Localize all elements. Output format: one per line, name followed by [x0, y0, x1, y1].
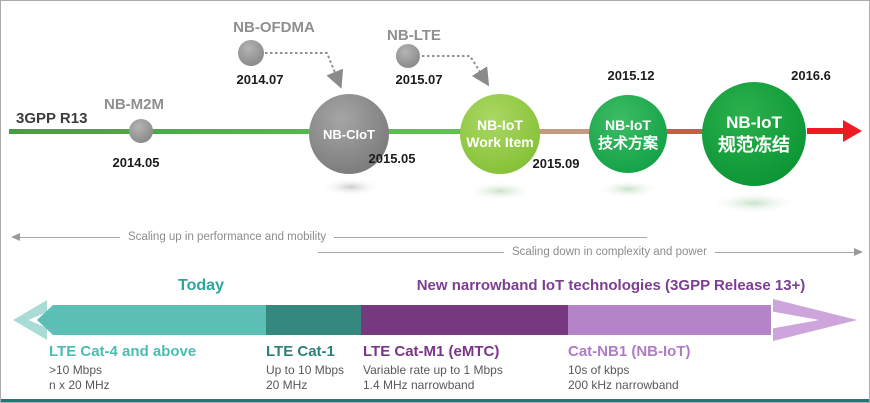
- scaling-down-annotation: Scaling down in complexity and power: [318, 246, 863, 258]
- nb-m2m-dot: [129, 119, 153, 143]
- nb-m2m-label: NB-M2M: [104, 96, 164, 113]
- red-forward-arrow-icon: [807, 120, 862, 142]
- category-col-lte-cat4: LTE Cat-4 and above >10 Mbps n x 20 MHz: [49, 343, 196, 393]
- tech-plan-label-line1: NB-IoT: [605, 117, 651, 133]
- nb-ciot-circle-label: NB-CIoT: [323, 127, 375, 142]
- scaling-up-annotation: Scaling up in performance and mobility: [11, 231, 647, 243]
- nb-ciot-circle: [309, 94, 389, 174]
- date-2016-6: 2016.6: [791, 68, 831, 83]
- right-arrowhead-icon: [854, 248, 863, 256]
- category-detail-1: Variable rate up to 1 Mbps: [363, 363, 503, 377]
- category-title: LTE Cat-4 and above: [49, 343, 197, 360]
- category-title: LTE Cat-1: [266, 343, 335, 360]
- date-2015-07: 2015.07: [396, 72, 443, 87]
- spec-freeze-label-line1: NB-IoT: [726, 113, 782, 132]
- timeline-axis-tan: [506, 129, 601, 134]
- category-detail-2: 20 MHz: [266, 378, 308, 392]
- timeline-axis-green: [9, 129, 506, 134]
- timeline-axis-red: [601, 129, 754, 134]
- category-col-lte-cat1: LTE Cat-1 Up to 10 Mbps 20 MHz: [266, 343, 344, 393]
- category-title: LTE Cat-M1 (eMTC): [363, 343, 500, 360]
- nb-lte-label: NB-LTE: [387, 27, 441, 44]
- nb-ofdma-dot: [238, 40, 264, 66]
- tech-plan-circle: [589, 95, 667, 173]
- category-detail-1: >10 Mbps: [49, 363, 103, 377]
- segment-cat-nb1: [568, 305, 771, 335]
- date-2015-12: 2015.12: [608, 68, 655, 83]
- nb-lte-dot: [396, 44, 420, 68]
- nb-ciot-reflection: [321, 178, 381, 196]
- category-detail-2: 200 kHz narrowband: [568, 378, 679, 392]
- segment-lte-cat4: [37, 305, 266, 335]
- scaling-up-label: Scaling up in performance and mobility: [128, 231, 327, 243]
- category-col-cat-nb1: Cat-NB1 (NB-IoT) 10s of kbps 200 kHz nar…: [568, 343, 690, 393]
- work-item-reflection: [466, 181, 534, 201]
- band-right-chevron-icon: [773, 299, 857, 341]
- scaling-up-line-right: [334, 236, 647, 238]
- category-detail-2: 1.4 MHz narrowband: [363, 378, 475, 392]
- nb-ofdma-label: NB-OFDMA: [233, 19, 315, 36]
- today-heading: Today: [178, 277, 224, 294]
- spec-freeze-reflection: [710, 192, 798, 214]
- era-label: 3GPP R13: [16, 110, 87, 127]
- nb-ofdma-connector-arrow-icon: [265, 52, 344, 89]
- scaling-down-line-right: [714, 251, 854, 253]
- category-title: Cat-NB1 (NB-IoT): [568, 343, 691, 360]
- work-item-circle: [460, 94, 540, 174]
- segment-lte-catm1: [361, 305, 568, 335]
- work-item-label-line1: NB-IoT: [477, 117, 523, 133]
- tech-plan-reflection: [596, 180, 660, 198]
- tech-plan-label-line2: 技术方案: [598, 134, 659, 152]
- date-2015-09: 2015.09: [533, 156, 580, 171]
- timeline-diagram: 3GPP R13 NB-M2M NB-OFDMA NB-LTE NB-CIoT …: [9, 19, 862, 214]
- date-2014-05: 2014.05: [113, 155, 160, 170]
- category-col-lte-catm1: LTE Cat-M1 (eMTC) Variable rate up to 1 …: [363, 343, 503, 393]
- spec-freeze-circle: [702, 82, 806, 186]
- scaling-down-label: Scaling down in complexity and power: [512, 246, 707, 258]
- category-detail-2: n x 20 MHz: [49, 378, 110, 392]
- scaling-down-line-left: [318, 251, 504, 253]
- new-technologies-heading: New narrowband IoT technologies (3GPP Re…: [416, 277, 806, 294]
- category-detail-1: Up to 10 Mbps: [266, 363, 345, 377]
- scaling-up-line-left: [20, 236, 120, 238]
- work-item-label-line2: Work Item: [466, 134, 533, 150]
- date-2015-05: 2015.05: [369, 151, 416, 166]
- date-2014-07: 2014.07: [237, 72, 284, 87]
- left-arrowhead-icon: [11, 233, 20, 241]
- category-detail-1: 10s of kbps: [568, 363, 630, 377]
- segment-lte-cat1: [266, 305, 361, 335]
- spec-freeze-label-line2: 规范冻结: [718, 134, 790, 155]
- nb-lte-connector-arrow-icon: [422, 55, 490, 87]
- category-band-bar: [37, 305, 771, 335]
- footer-divider: [1, 399, 869, 402]
